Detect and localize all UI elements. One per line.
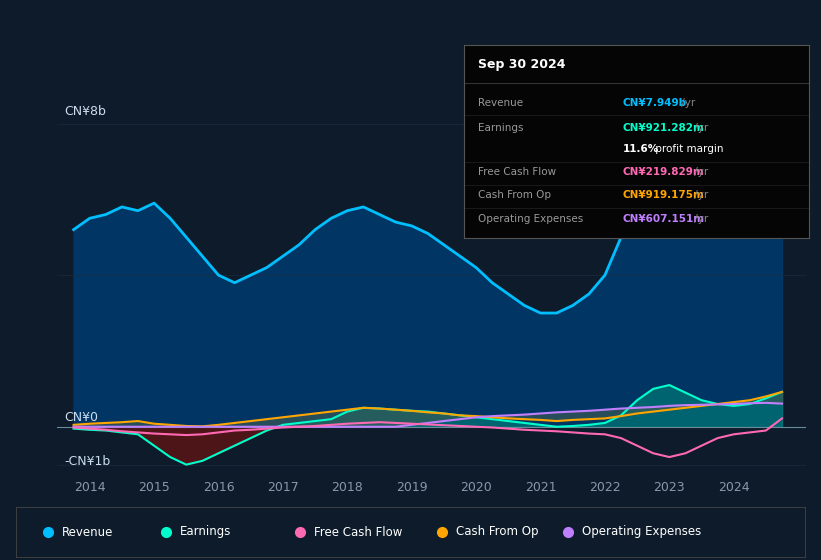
Text: /yr: /yr — [690, 214, 708, 223]
Text: 11.6%: 11.6% — [622, 144, 658, 154]
Text: /yr: /yr — [678, 98, 695, 108]
Text: Sep 30 2024: Sep 30 2024 — [478, 58, 565, 71]
Text: Free Cash Flow: Free Cash Flow — [478, 167, 556, 178]
Text: CN¥0: CN¥0 — [64, 410, 98, 424]
Text: CN¥921.282m: CN¥921.282m — [622, 123, 704, 133]
Text: Revenue: Revenue — [62, 525, 113, 539]
Text: CN¥7.949b: CN¥7.949b — [622, 98, 686, 108]
Text: Cash From Op: Cash From Op — [456, 525, 539, 539]
Text: Operating Expenses: Operating Expenses — [582, 525, 702, 539]
Text: CN¥919.175m: CN¥919.175m — [622, 190, 704, 200]
Text: /yr: /yr — [690, 190, 708, 200]
Text: Operating Expenses: Operating Expenses — [478, 214, 583, 223]
Text: profit margin: profit margin — [652, 144, 723, 154]
Text: CN¥219.829m: CN¥219.829m — [622, 167, 704, 178]
Text: Cash From Op: Cash From Op — [478, 190, 551, 200]
Text: /yr: /yr — [690, 123, 708, 133]
Text: Earnings: Earnings — [478, 123, 523, 133]
Text: Free Cash Flow: Free Cash Flow — [314, 525, 403, 539]
Text: Earnings: Earnings — [181, 525, 232, 539]
Text: -CN¥1b: -CN¥1b — [64, 455, 110, 468]
Text: CN¥607.151m: CN¥607.151m — [622, 214, 704, 223]
Text: CN¥8b: CN¥8b — [64, 105, 106, 118]
Text: /yr: /yr — [690, 167, 708, 178]
Text: Revenue: Revenue — [478, 98, 523, 108]
